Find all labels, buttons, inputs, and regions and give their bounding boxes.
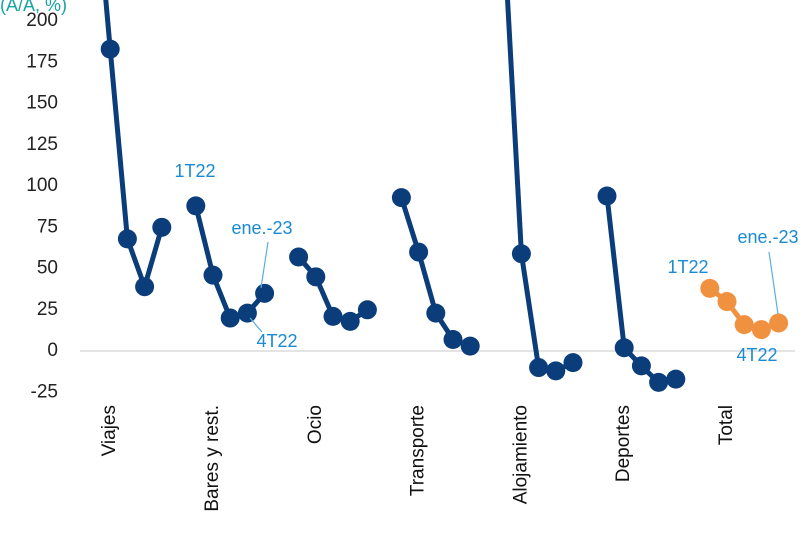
data-point (751, 320, 771, 340)
y-tick-label: 150 (26, 93, 58, 114)
data-point (426, 303, 446, 323)
data-point (340, 311, 360, 331)
y-tick-label: 100 (26, 175, 58, 196)
data-point (649, 372, 669, 392)
data-point (563, 353, 583, 373)
data-point (700, 278, 720, 298)
series-line (604, 195, 677, 385)
y-tick-label: 75 (37, 216, 58, 237)
data-point (289, 247, 309, 267)
data-point (220, 308, 240, 328)
data-point (186, 196, 206, 216)
data-point (546, 361, 566, 381)
data-point (391, 188, 411, 208)
data-point (443, 330, 463, 350)
data-point (614, 338, 634, 358)
category-label: Viajes (99, 405, 120, 456)
data-point (135, 277, 155, 297)
data-point (666, 369, 686, 389)
series-line (505, 0, 575, 374)
annotation: 4T22 (256, 331, 297, 351)
data-point (306, 267, 326, 287)
data-point (323, 306, 343, 326)
category-label: Total (716, 405, 737, 445)
category-label: Transporte (408, 405, 429, 496)
y-tick-label: -25 (31, 381, 58, 402)
data-point (152, 217, 172, 237)
data-point (203, 265, 223, 285)
y-tick-label: 200 (26, 10, 58, 31)
data-point (511, 244, 531, 264)
data-point (460, 336, 480, 356)
data-point (631, 356, 651, 376)
annotation: ene.-23 (231, 218, 292, 238)
annotation: 1T22 (174, 161, 215, 181)
annotation-leader (768, 251, 779, 315)
data-point (597, 186, 617, 206)
category-label: Deportes (613, 405, 634, 482)
annotation-leader (260, 241, 269, 289)
data-point (357, 300, 377, 320)
annotation: 1T22 (667, 257, 708, 277)
annotation-leader (249, 317, 263, 333)
category-label: Ocio (305, 405, 326, 444)
data-point (117, 229, 137, 249)
data-point (409, 242, 429, 262)
data-point (734, 315, 754, 335)
data-point (529, 358, 549, 378)
category-label: Alojamiento (510, 405, 531, 504)
data-point (769, 313, 789, 333)
y-tick-label: 175 (26, 51, 58, 72)
series-line (399, 196, 472, 349)
y-tick-label: 25 (37, 299, 58, 320)
y-tick-label: 50 (37, 258, 58, 279)
y-tick-label: 125 (26, 134, 58, 155)
annotation: ene.-23 (737, 227, 798, 247)
y-tick-label: 0 (47, 340, 58, 361)
data-point (237, 303, 257, 323)
data-point (255, 283, 275, 303)
y-axis-title: (A/A, %) (0, 0, 67, 15)
data-point (100, 39, 120, 59)
annotation: 4T22 (736, 345, 777, 365)
data-point (717, 292, 737, 312)
category-label: Bares y rest. (202, 405, 223, 512)
